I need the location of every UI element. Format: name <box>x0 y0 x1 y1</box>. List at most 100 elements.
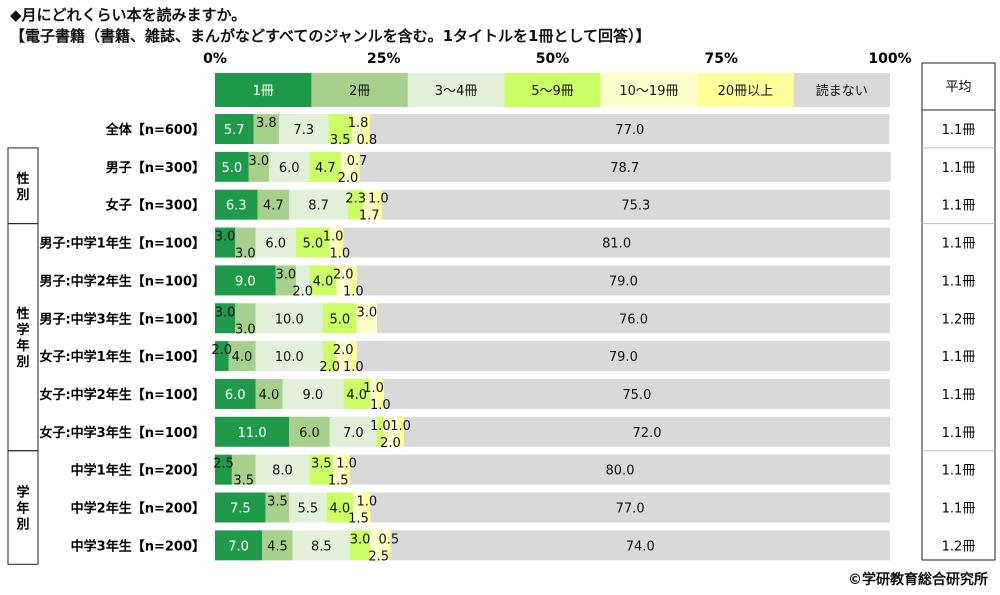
data-label: 2.0 <box>380 436 401 451</box>
bar-segment <box>296 227 330 258</box>
data-label: 5.0 <box>222 161 243 176</box>
bar-segment <box>309 454 334 485</box>
legend-label: 2冊 <box>349 84 370 99</box>
bar-segment <box>248 151 269 182</box>
row-label: 男子:中学3年生【n=100】 <box>39 311 205 327</box>
data-label: 3.0 <box>249 154 270 169</box>
data-label: 5.0 <box>330 312 351 327</box>
row-label: 女子:中学2年生【n=100】 <box>39 387 205 403</box>
group-label: 学 <box>16 485 29 501</box>
row-label: 全体【n=600】 <box>105 122 205 138</box>
data-label: 5.0 <box>303 237 324 252</box>
average-value: 1.1冊 <box>942 350 976 365</box>
bar-segment <box>215 530 263 561</box>
data-label: 6.3 <box>226 199 247 214</box>
bar-segment <box>329 227 337 258</box>
data-label: 75.0 <box>622 388 651 403</box>
bar-segment <box>282 378 344 409</box>
legend-swatch <box>504 73 601 107</box>
group-label: 別 <box>15 188 29 203</box>
data-label: 1.0 <box>390 419 411 434</box>
data-label: 3.0 <box>235 322 256 337</box>
legend-label: 読まない <box>816 83 868 99</box>
data-label: 1.0 <box>323 230 344 245</box>
bar-segment <box>255 378 283 409</box>
row-label: 中学2年生【n=200】 <box>71 501 205 517</box>
bar-segment <box>289 416 330 447</box>
bar-segment <box>215 227 236 258</box>
data-label: 8.0 <box>272 464 293 479</box>
bar-segment <box>289 189 348 220</box>
data-label: 10.0 <box>275 312 304 327</box>
bar-segment <box>356 265 890 296</box>
bar-segment <box>343 378 371 409</box>
data-label: 1.7 <box>359 209 380 224</box>
row-label: 男子:中学1年生【n=100】 <box>39 236 205 252</box>
bar-segment <box>369 114 890 144</box>
bar-segment <box>235 227 256 258</box>
bar-segment <box>350 265 357 296</box>
average-value: 1.1冊 <box>942 161 976 176</box>
group-label: 別 <box>15 518 29 533</box>
data-label: 5.7 <box>224 123 245 138</box>
legend-label: 1冊 <box>253 84 274 99</box>
bar-segment <box>275 265 296 296</box>
data-label: 79.0 <box>609 274 638 289</box>
bar-segment <box>231 454 256 485</box>
bar-segment <box>215 492 266 523</box>
data-label: 78.7 <box>610 161 639 176</box>
data-label: 6.0 <box>265 237 286 252</box>
data-label: 3.0 <box>215 230 236 245</box>
bar-segment <box>377 303 890 334</box>
average-column-header: 平均 <box>945 80 971 95</box>
legend-swatch <box>793 73 890 107</box>
bar-segment <box>370 492 890 523</box>
data-label: 2.5 <box>213 457 234 472</box>
group-label: 年 <box>16 338 29 354</box>
data-label: 4.7 <box>315 161 336 176</box>
data-label: 4.0 <box>313 274 334 289</box>
bar-segment <box>336 341 350 372</box>
data-label: 77.0 <box>616 502 645 517</box>
data-label: 4.0 <box>330 502 351 517</box>
average-value: 1.1冊 <box>942 388 976 403</box>
group-label: 性 <box>16 171 29 187</box>
bar-segment <box>257 189 290 220</box>
data-label: 2.0 <box>333 343 354 358</box>
average-value: 1.2冊 <box>942 312 976 327</box>
average-value: 1.1冊 <box>942 274 976 289</box>
bar-segment <box>356 341 890 372</box>
data-label: 1.0 <box>370 419 391 434</box>
data-label: 3.5 <box>330 133 351 148</box>
group-box <box>7 450 39 565</box>
data-label: 7.0 <box>228 539 249 554</box>
data-label: 79.0 <box>609 350 638 365</box>
bar-segment <box>228 341 256 372</box>
data-label: 1.0 <box>336 457 357 472</box>
data-label: 6.0 <box>279 161 300 176</box>
x-tick-label: 25% <box>367 51 401 67</box>
bar-segment <box>347 189 364 220</box>
bar-segment <box>326 492 354 523</box>
bar-segment <box>255 227 296 258</box>
data-label: 10.0 <box>275 350 304 365</box>
data-label: 11.0 <box>238 426 267 441</box>
bar-segment <box>215 151 249 182</box>
bar-segment <box>323 303 357 334</box>
data-label: 3.5 <box>267 495 288 510</box>
bar-segment <box>215 265 276 296</box>
legend-label: 10～19冊 <box>619 84 678 99</box>
data-label: 4.5 <box>267 539 288 554</box>
data-label: 3.0 <box>357 305 378 320</box>
bar-segment <box>328 114 353 144</box>
data-label: 3.5 <box>233 474 254 489</box>
bar-segment <box>341 151 355 182</box>
data-label: 7.3 <box>293 123 314 138</box>
bar-segment <box>215 189 258 220</box>
group-label: 性 <box>16 306 29 322</box>
bar-segment <box>296 265 310 296</box>
bar-segment <box>329 416 377 447</box>
legend-label: 20冊以上 <box>718 84 774 99</box>
x-tick-label: 0% <box>203 51 227 67</box>
data-label: 77.0 <box>615 123 644 138</box>
